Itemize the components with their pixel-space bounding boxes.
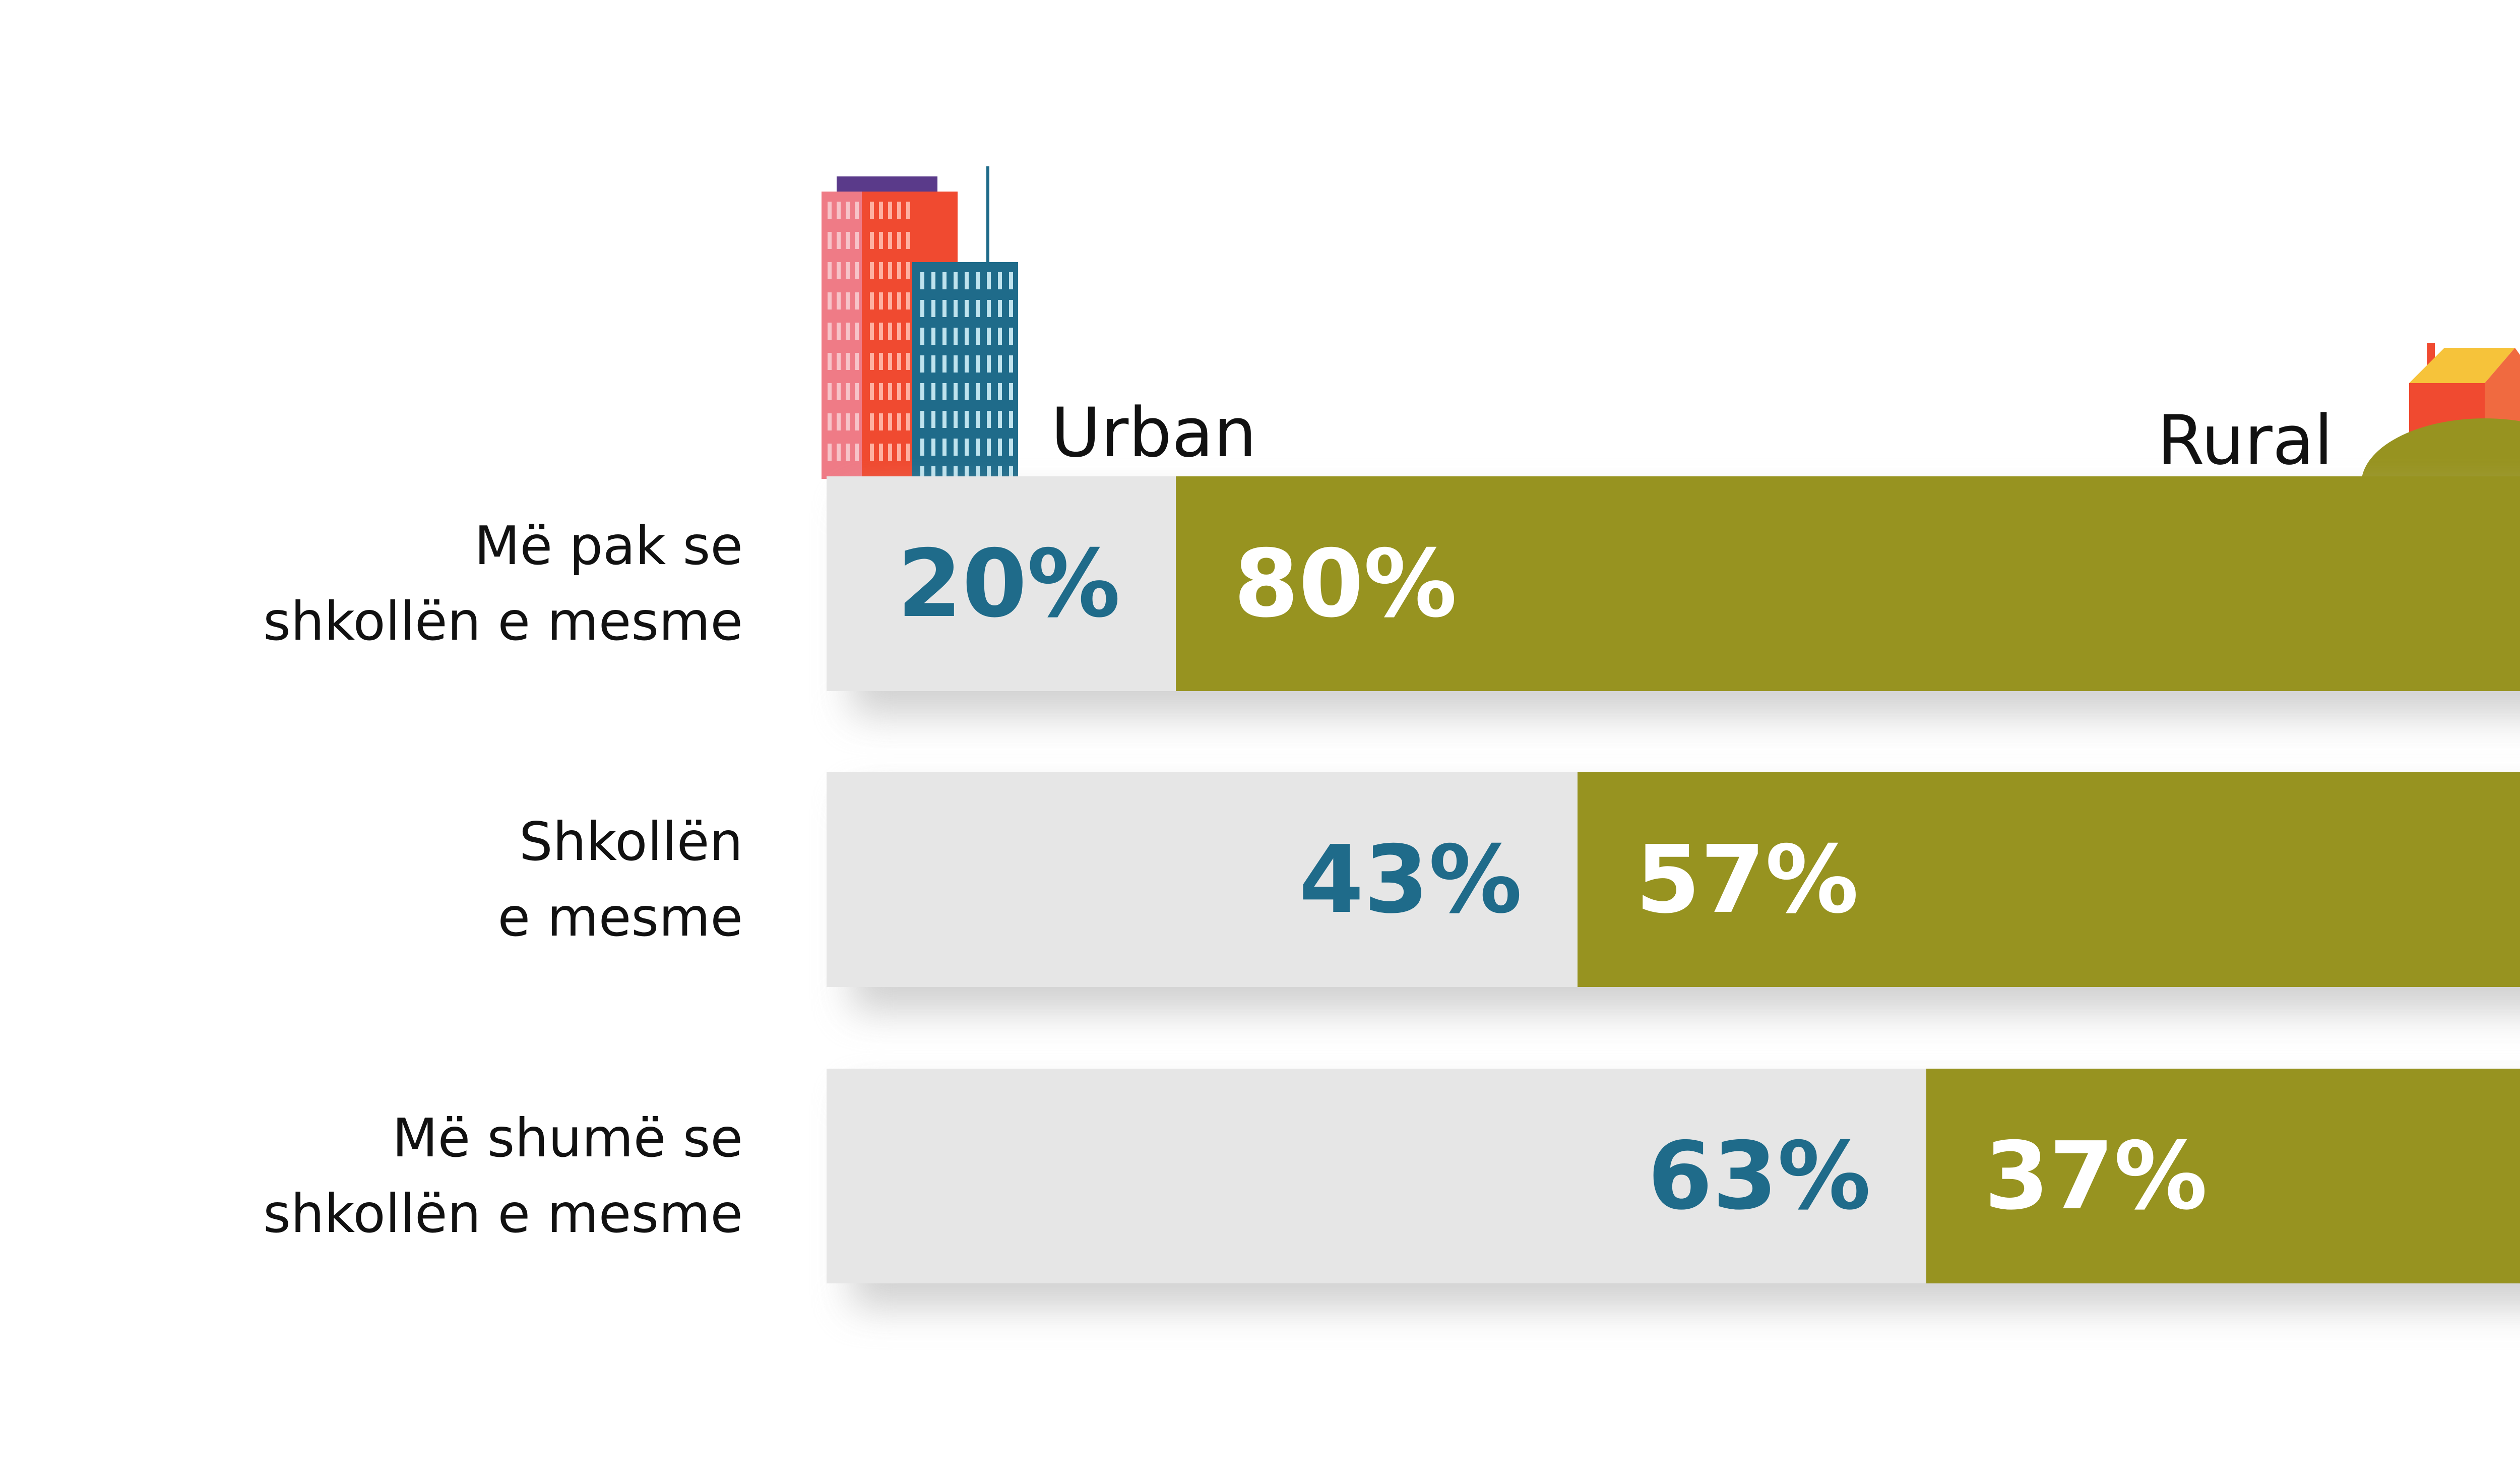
category-label: Më shumë se shkollën e mesme <box>263 1100 743 1252</box>
category-label-line: Shkollën <box>519 811 743 873</box>
bar-segment-urban <box>827 476 1176 691</box>
data-label-urban: 43% <box>1299 825 1522 934</box>
data-label-urban: 20% <box>897 529 1120 638</box>
legend-urban-label: Urban <box>1051 393 1257 472</box>
bar-segment-urban <box>827 772 1578 987</box>
data-label-rural: 57% <box>1635 825 1859 934</box>
category-label-line: e mesme <box>497 887 743 948</box>
category-label-line: shkollën e mesme <box>263 591 743 652</box>
category-label-line: Më shumë se <box>392 1107 743 1169</box>
city-buildings-icon <box>822 166 1018 479</box>
bar-row: 43% 57% <box>827 772 2520 1011</box>
bar-segment-rural <box>1578 772 2520 987</box>
bar-row: 20% 80% <box>827 476 2520 715</box>
category-label-line: Më pak se <box>474 515 743 577</box>
bar-segment-rural <box>1926 1069 2520 1283</box>
category-label-line: shkollën e mesme <box>263 1183 743 1245</box>
data-label-rural: 80% <box>1234 529 1457 638</box>
house-on-hill-icon <box>2361 343 2520 484</box>
category-label: Më pak se shkollën e mesme <box>263 508 743 659</box>
bar-segment-rural <box>1176 476 2520 691</box>
bar-row: 63% 37% <box>827 1069 2520 1308</box>
data-label-urban: 63% <box>1648 1122 1871 1230</box>
category-label: Shkollën e mesme <box>498 804 743 955</box>
legend-rural-label: Rural <box>2157 401 2334 480</box>
data-label-rural: 37% <box>1984 1122 2208 1230</box>
bar-segment-urban <box>827 1069 1926 1283</box>
